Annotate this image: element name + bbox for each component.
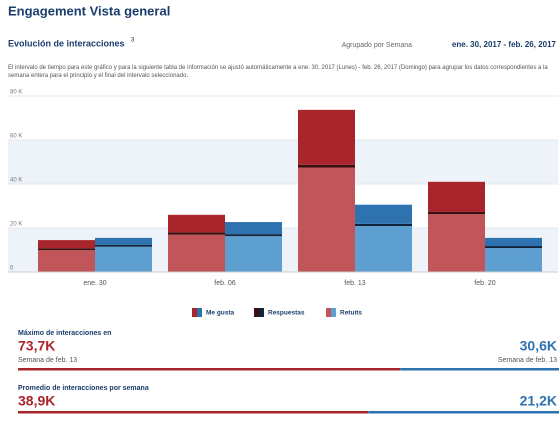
- summary-label: Promedio de interacciones por semana: [18, 385, 149, 392]
- bar-segment: [485, 248, 542, 272]
- bar-segment: [355, 223, 412, 227]
- bar-segment: [225, 234, 282, 237]
- bar-segment: [355, 204, 412, 224]
- bar-segment: [38, 240, 95, 249]
- x-tick-label: ene. 30: [83, 280, 106, 287]
- legend-label: Respuestas: [268, 310, 305, 317]
- bar-segment: [95, 244, 152, 247]
- summary-right-note: Semana de feb. 13: [498, 357, 557, 364]
- bar-segment: [355, 226, 412, 272]
- legend-swatch: [192, 308, 197, 317]
- legend-label: Me gusta: [206, 310, 235, 317]
- summary-right-value: 30,6K: [520, 338, 557, 354]
- summary-right-bar: [400, 368, 559, 371]
- bar-segment: [298, 167, 355, 272]
- y-tick-label: 80 K: [10, 90, 22, 96]
- summary-left-bar: [18, 368, 401, 371]
- x-tick-label: feb. 13: [344, 280, 366, 287]
- title-note: 3: [131, 38, 135, 44]
- y-tick-label: 60 K: [10, 134, 22, 140]
- bar-segment: [428, 181, 485, 212]
- bar-segment: [95, 246, 152, 272]
- bar-segment: [298, 164, 355, 168]
- legend-label: Retuits: [340, 310, 362, 317]
- bar-segment: [485, 237, 542, 247]
- legend-swatch: [326, 308, 331, 317]
- summary-left-value: 73,7K: [18, 338, 55, 354]
- bar-segment: [168, 234, 225, 272]
- legend-swatch: [254, 308, 259, 317]
- bar-segment: [168, 214, 225, 233]
- bar-segment: [298, 109, 355, 165]
- summary-label: Máximo de interacciones en: [18, 330, 111, 337]
- date-range: ene. 30, 2017 - feb. 26, 2017: [452, 40, 557, 49]
- summary-left-bar: [18, 411, 369, 414]
- summary-left-value: 38,9K: [18, 393, 55, 409]
- bar-segment: [485, 246, 542, 249]
- group-label: Agrupado por Semana: [342, 42, 413, 49]
- x-tick-label: feb. 20: [474, 280, 496, 287]
- summary-right-value: 21,2K: [520, 393, 557, 409]
- info-box: El intervalo de tiempo para este gráfico…: [8, 65, 548, 79]
- bar-segment: [225, 222, 282, 235]
- y-tick-label: 0: [10, 266, 14, 272]
- y-tick-label: 20 K: [10, 222, 22, 228]
- summary-left-note: Semana de feb. 13: [18, 357, 77, 364]
- grid-band: [8, 140, 558, 184]
- bar-segment: [225, 236, 282, 272]
- summary-right-bar: [368, 411, 559, 414]
- bar-segment: [168, 232, 225, 235]
- y-tick-label: 40 K: [10, 178, 22, 184]
- bar-segment: [95, 237, 152, 245]
- info-text: El intervalo de tiempo para este gráfico…: [8, 65, 548, 79]
- x-tick-label: feb. 06: [214, 280, 236, 287]
- bar-segment: [38, 248, 95, 250]
- legend-swatch: [259, 308, 264, 317]
- legend-swatch: [331, 308, 336, 317]
- legend-swatch: [197, 308, 202, 317]
- bar-segment: [428, 214, 485, 272]
- page-title: Engagement Vista general: [8, 3, 170, 18]
- bar-segment: [428, 211, 485, 215]
- chart-title: Evolución de interacciones: [8, 38, 125, 48]
- bar-segment: [38, 250, 95, 272]
